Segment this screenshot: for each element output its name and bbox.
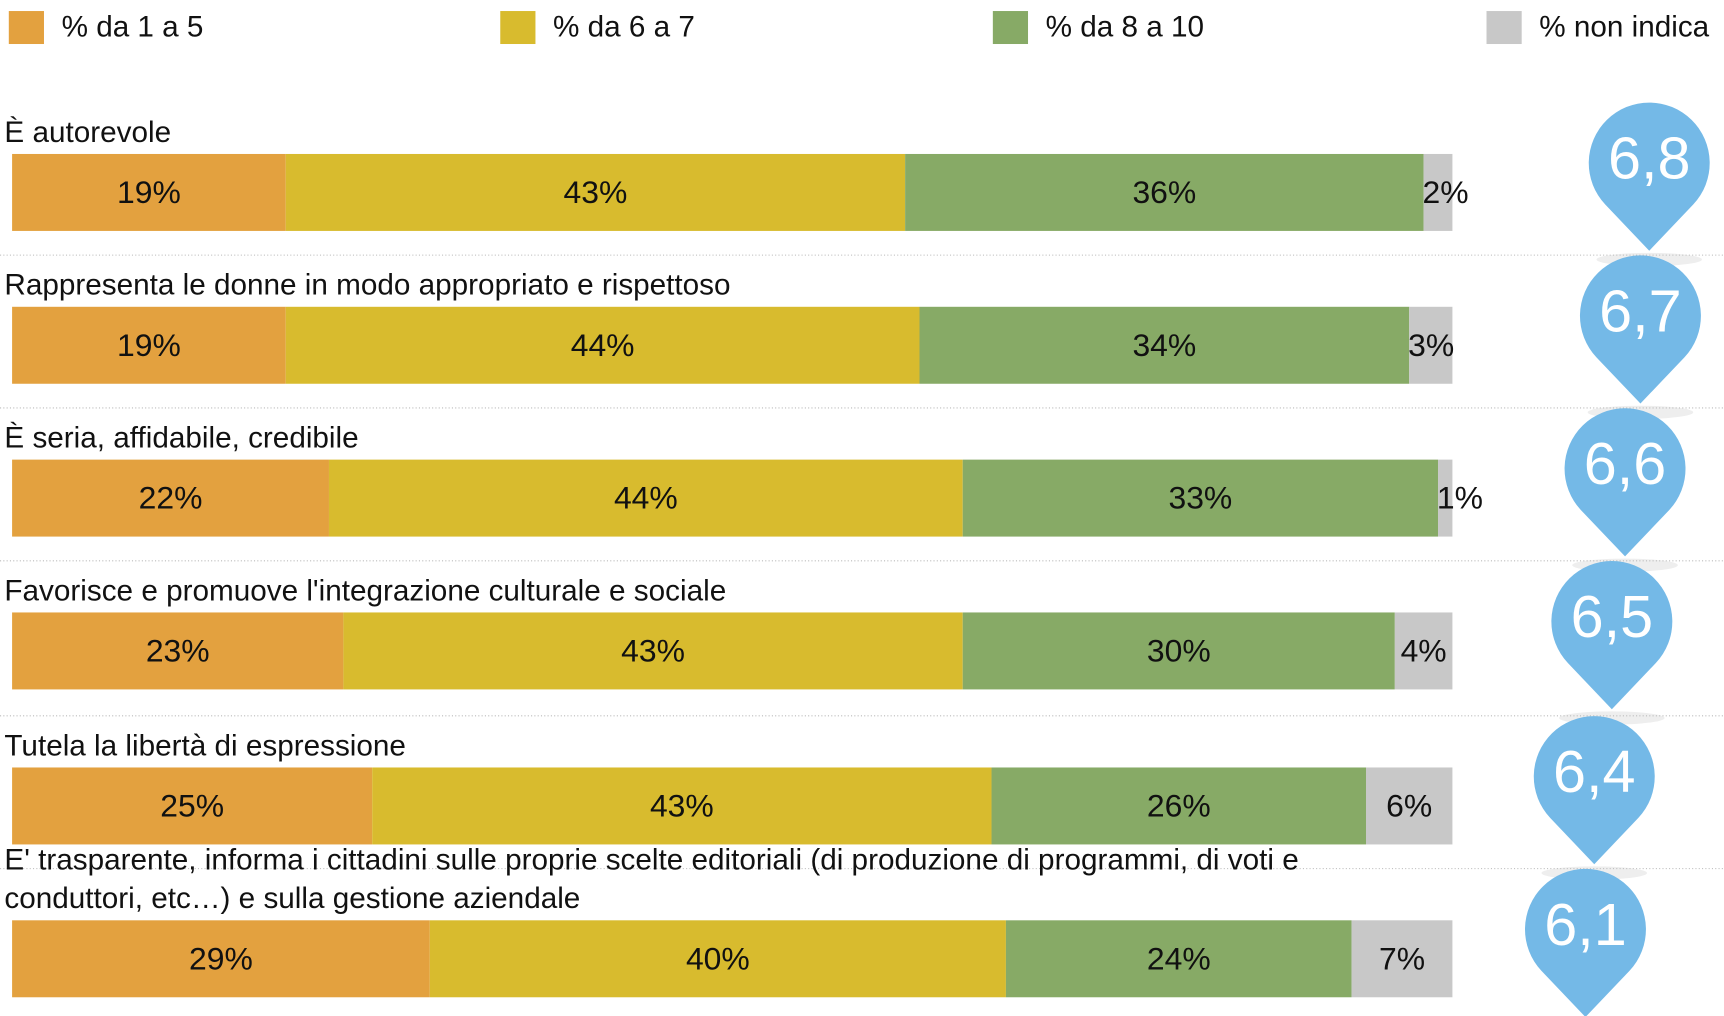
score-pin: [1525, 868, 1646, 1016]
score-label: 6,8: [1608, 124, 1691, 191]
bar-segment: [328, 459, 963, 537]
legend-swatch: [1486, 11, 1522, 45]
data-label: 7%: [1379, 940, 1425, 976]
category-label: Tutela la libertà di espressione: [4, 728, 406, 762]
score-pin: [1551, 561, 1673, 710]
bar-segment: [285, 153, 906, 231]
legend-label: % da 6 a 7: [553, 10, 695, 43]
bar-segment: [12, 306, 286, 384]
bar-segment: [1438, 459, 1453, 537]
bar-segment: [285, 306, 920, 384]
bar-segment: [12, 459, 329, 537]
score-label: 6,1: [1544, 891, 1627, 958]
bar-segment: [12, 153, 286, 231]
category-label-box: Tutela la libertà di espressione: [4, 728, 406, 762]
score-label: 6,6: [1584, 430, 1667, 497]
data-label: 1%: [1437, 480, 1483, 516]
score-pin: [1588, 102, 1710, 251]
category-label: È seria, affidabile, credibile: [4, 421, 359, 455]
category-label: Favorisce e promuove l'integrazione cult…: [4, 573, 727, 607]
score-label: 6,7: [1599, 277, 1682, 344]
bar-segment: [1394, 612, 1453, 690]
legend-label: % da 8 a 10: [1046, 10, 1204, 43]
bar-segment: [919, 306, 1410, 384]
bar-segment: [905, 153, 1424, 231]
score-pin: [1564, 408, 1686, 557]
data-label: 19%: [117, 174, 181, 210]
legend-swatch: [500, 11, 536, 45]
score-pin: [1579, 255, 1701, 404]
data-label: 44%: [571, 327, 635, 363]
bar-segment: [1005, 920, 1352, 998]
data-label: 4%: [1401, 633, 1447, 669]
score-pin: [1533, 716, 1655, 865]
category-label: E' trasparente, informa i cittadini sull…: [4, 843, 1299, 915]
bar-segment: [12, 767, 373, 845]
legend-label: % non indica: [1539, 10, 1709, 43]
bar-segment: [1409, 306, 1453, 384]
data-label: 24%: [1147, 940, 1211, 976]
category-label-box: È seria, affidabile, credibile: [4, 421, 359, 455]
data-label: 36%: [1132, 174, 1196, 210]
data-label: 6%: [1386, 788, 1432, 824]
bar-segment: [962, 612, 1395, 690]
legend-swatch: [8, 11, 44, 45]
category-label-box: È autorevole: [4, 115, 172, 149]
data-label: 43%: [650, 788, 714, 824]
data-label: 3%: [1408, 327, 1454, 363]
data-label: 22%: [139, 480, 203, 516]
data-label: 26%: [1147, 788, 1211, 824]
category-label: È autorevole: [4, 115, 172, 149]
bar-segment: [1366, 767, 1453, 845]
bar-segment: [12, 920, 430, 998]
data-label: 34%: [1132, 327, 1196, 363]
category-label-box: E' trasparente, informa i cittadini sull…: [4, 843, 1299, 915]
data-label: 33%: [1168, 480, 1232, 516]
data-label: 44%: [614, 480, 678, 516]
score-label: 6,5: [1571, 583, 1654, 650]
data-label: 2%: [1423, 174, 1469, 210]
data-label: 29%: [189, 940, 253, 976]
data-label: 43%: [621, 633, 685, 669]
score-label: 6,4: [1553, 738, 1636, 805]
category-label-box: Rappresenta le donne in modo appropriato…: [4, 268, 731, 302]
bar-segment: [12, 612, 344, 690]
bar-segment: [991, 767, 1367, 845]
data-label: 25%: [160, 788, 224, 824]
bar-segment: [1351, 920, 1453, 998]
data-label: 30%: [1147, 633, 1211, 669]
bar-segment: [429, 920, 1006, 998]
bar-segment: [1423, 153, 1453, 231]
legend-swatch: [992, 11, 1029, 45]
legend-label: % da 1 a 5: [62, 10, 204, 43]
bar-segment: [372, 767, 992, 845]
bar-segment: [962, 459, 1439, 537]
category-label: Rappresenta le donne in modo appropriato…: [4, 268, 731, 302]
category-label-box: Favorisce e promuove l'integrazione cult…: [4, 573, 727, 607]
data-label: 40%: [686, 940, 750, 976]
data-label: 23%: [146, 633, 210, 669]
data-label: 19%: [117, 327, 181, 363]
bar-segment: [343, 612, 963, 690]
data-label: 43%: [564, 174, 628, 210]
